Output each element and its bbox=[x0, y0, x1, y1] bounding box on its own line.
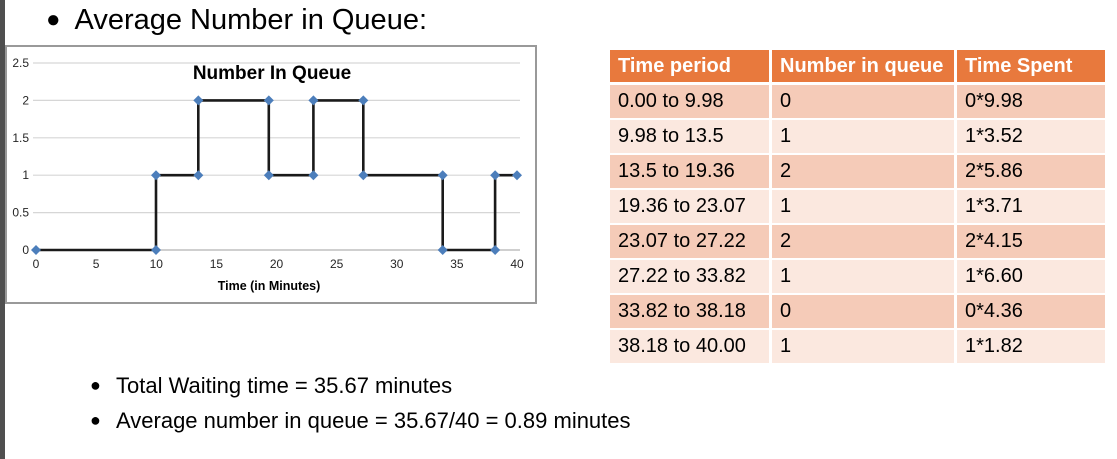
bullet-icon: ● bbox=[90, 375, 101, 395]
table-header-number-in-queue: Number in queue bbox=[772, 50, 954, 82]
svg-text:Time (in Minutes): Time (in Minutes) bbox=[218, 279, 321, 293]
queue-table-body: 0.00 to 9.98 0 0*9.98 9.98 to 13.5 1 1*3.52 13… bbox=[610, 85, 1105, 363]
svg-text:20: 20 bbox=[270, 257, 284, 271]
svg-text:Number In Queue: Number In Queue bbox=[193, 63, 351, 84]
table-cell: 1*3.71 bbox=[957, 190, 1105, 223]
summary-bullets: ● Total Waiting time = 35.67 minutes ● A… bbox=[90, 368, 631, 438]
table-cell: 27.22 to 33.82 bbox=[610, 260, 769, 293]
table-cell: 1 bbox=[772, 190, 954, 223]
number-in-queue-chart: 0 0.5 1 1.5 2 2.5 0 5 10 15 20 25 30 35 40 Number In Qu… bbox=[5, 45, 537, 304]
table-header-row: Time period Number in queue Time Spent bbox=[610, 50, 1105, 82]
table-cell: 33.82 to 38.18 bbox=[610, 295, 769, 328]
table-row: 13.5 to 19.36 2 2*5.86 bbox=[610, 155, 1105, 188]
list-item: ● Average number in queue = 35.67/40 = 0… bbox=[90, 403, 631, 438]
table-cell: 0 bbox=[772, 295, 954, 328]
table-cell: 38.18 to 40.00 bbox=[610, 330, 769, 363]
table-cell: 1*3.52 bbox=[957, 120, 1105, 153]
svg-text:40: 40 bbox=[510, 257, 524, 271]
svg-text:25: 25 bbox=[330, 257, 344, 271]
table-cell: 0*4.36 bbox=[957, 295, 1105, 328]
svg-text:2: 2 bbox=[22, 93, 29, 107]
svg-text:0: 0 bbox=[22, 243, 29, 257]
table-cell: 23.07 to 27.22 bbox=[610, 225, 769, 258]
svg-text:15: 15 bbox=[210, 257, 224, 271]
svg-text:0.5: 0.5 bbox=[12, 206, 29, 220]
table-cell: 0.00 to 9.98 bbox=[610, 85, 769, 118]
table-cell: 2*5.86 bbox=[957, 155, 1105, 188]
table-cell: 1 bbox=[772, 330, 954, 363]
svg-text:35: 35 bbox=[450, 257, 464, 271]
table-cell: 2 bbox=[772, 155, 954, 188]
table-cell: 19.36 to 23.07 bbox=[610, 190, 769, 223]
svg-text:2.5: 2.5 bbox=[12, 56, 29, 70]
table-cell: 13.5 to 19.36 bbox=[610, 155, 769, 188]
page-title: Average Number in Queue: bbox=[74, 4, 428, 36]
table-row: 19.36 to 23.07 1 1*3.71 bbox=[610, 190, 1105, 223]
svg-text:5: 5 bbox=[93, 257, 100, 271]
table-cell: 0 bbox=[772, 85, 954, 118]
queue-chart-svg: 0 0.5 1 1.5 2 2.5 0 5 10 15 20 25 30 35 40 Number In Qu… bbox=[12, 56, 524, 293]
svg-text:10: 10 bbox=[150, 257, 164, 271]
table-row: 33.82 to 38.18 0 0*4.36 bbox=[610, 295, 1105, 328]
svg-text:1.5: 1.5 bbox=[12, 131, 29, 145]
table-row: 38.18 to 40.00 1 1*1.82 bbox=[610, 330, 1105, 363]
bullet-icon: ● bbox=[90, 410, 101, 430]
svg-text:1: 1 bbox=[22, 168, 29, 182]
table-cell: 2*4.15 bbox=[957, 225, 1105, 258]
bullet-icon: ● bbox=[46, 6, 61, 33]
total-waiting-time-text: Total Waiting time = 35.67 minutes bbox=[116, 372, 453, 398]
queue-table: Time period Number in queue Time Spent 0… bbox=[610, 50, 1105, 365]
table-row: 0.00 to 9.98 0 0*9.98 bbox=[610, 85, 1105, 118]
slide-title-row: ● Average Number in Queue: bbox=[46, 2, 427, 38]
table-cell: 2 bbox=[772, 225, 954, 258]
table-cell: 9.98 to 13.5 bbox=[610, 120, 769, 153]
table-header-time-period: Time period bbox=[610, 50, 769, 82]
table-header-time-spent: Time Spent bbox=[957, 50, 1105, 82]
list-item: ● Total Waiting time = 35.67 minutes bbox=[90, 368, 631, 403]
table-cell: 0*9.98 bbox=[957, 85, 1105, 118]
table-cell: 1 bbox=[772, 260, 954, 293]
average-number-in-queue-text: Average number in queue = 35.67/40 = 0.8… bbox=[116, 407, 631, 433]
slide-edge-strip bbox=[0, 0, 5, 459]
table-cell: 1*6.60 bbox=[957, 260, 1105, 293]
svg-text:0: 0 bbox=[33, 257, 40, 271]
table-row: 27.22 to 33.82 1 1*6.60 bbox=[610, 260, 1105, 293]
table-cell: 1 bbox=[772, 120, 954, 153]
table-row: 9.98 to 13.5 1 1*3.52 bbox=[610, 120, 1105, 153]
table-row: 23.07 to 27.22 2 2*4.15 bbox=[610, 225, 1105, 258]
svg-text:30: 30 bbox=[390, 257, 404, 271]
table-cell: 1*1.82 bbox=[957, 330, 1105, 363]
